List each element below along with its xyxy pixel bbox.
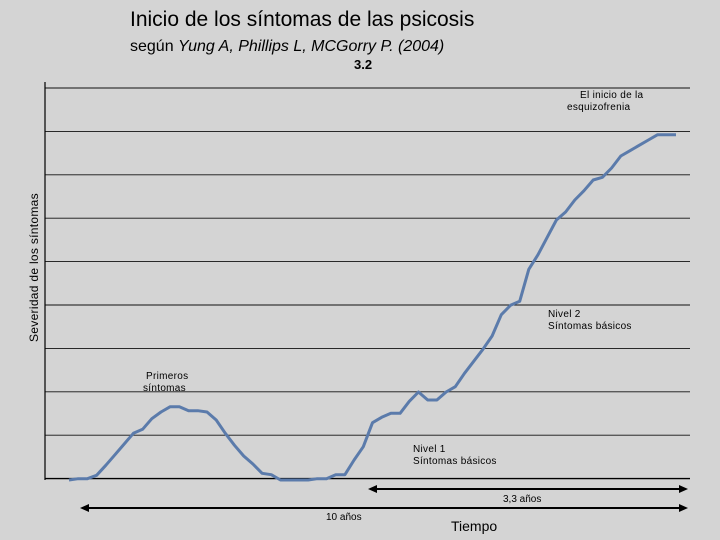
- annotation-level-1: Nivel 1 Síntomas básicos: [413, 444, 497, 468]
- gridlines: [45, 87, 690, 480]
- annotation-line: Síntomas básicos: [413, 456, 497, 467]
- annotation-line: Nivel 1: [413, 444, 446, 455]
- annotation-first-symptoms: Primeros síntomas: [143, 371, 189, 395]
- duration-arrows: [80, 485, 688, 512]
- x-axis-label: Tiempo: [451, 518, 498, 534]
- annotation-level-2: Nivel 2 Síntomas básicos: [548, 309, 632, 333]
- section-number: 3.2: [354, 57, 373, 72]
- duration-arrowhead: [80, 504, 89, 512]
- page-title: Inicio de los síntomas de las psicosis: [130, 8, 475, 31]
- duration-arrowhead: [679, 485, 688, 493]
- annotation-line: Nivel 2: [548, 309, 581, 320]
- duration-arrowhead: [679, 504, 688, 512]
- duration-arrowhead: [368, 485, 377, 493]
- annotation-line: Síntomas básicos: [548, 321, 632, 332]
- severity-line: [68, 133, 676, 482]
- duration-label-10-years: 10 años: [326, 512, 362, 523]
- annotation-line: síntomas: [143, 383, 186, 394]
- annotation-line: El inicio de la: [580, 90, 644, 101]
- duration-label-3-3-years: 3,3 años: [503, 494, 542, 505]
- annotation-line: Primeros: [146, 371, 189, 382]
- page-subtitle: según Yung A, Phillips L, MCGorry P. (20…: [130, 38, 444, 56]
- subtitle-prefix: según: [130, 38, 179, 55]
- annotation-schizophrenia-onset: El inicio de la esquizofrenia: [567, 90, 644, 114]
- y-axis-label: Severidad de los síntomas: [27, 193, 41, 342]
- subtitle-authors: Yung A, Phillips L, MCGorry P. (2004): [178, 38, 445, 55]
- annotation-line: esquizofrenia: [567, 102, 631, 113]
